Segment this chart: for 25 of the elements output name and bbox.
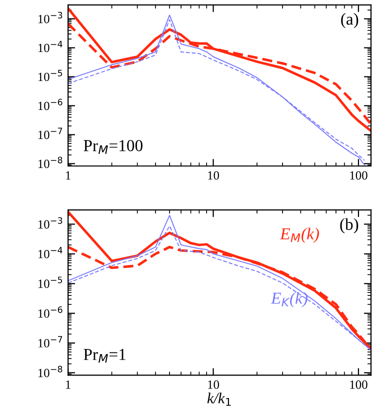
x-tick-label: 1 xyxy=(66,380,70,389)
annotation: (b) xyxy=(340,218,358,234)
y-tick-label: 10$^{−7}$ xyxy=(38,336,62,348)
y-tick-label: 10$^{−4}$ xyxy=(38,40,62,52)
y-tick-label: 10$^{−6}$ xyxy=(38,306,62,318)
y-tick-label: 10$^{−3}$ xyxy=(38,217,62,229)
x-tick-label: 1 xyxy=(66,171,70,180)
x-tick-label: 100 xyxy=(350,171,368,180)
y-tick-label: 10$^{−3}$ xyxy=(38,12,62,24)
y-tick-label: 10$^{−4}$ xyxy=(38,246,62,258)
y-tick-label: 10$^{−8}$ xyxy=(38,366,62,378)
y-tick-label: 10$^{−5}$ xyxy=(38,70,62,82)
x-tick-label: 10 xyxy=(208,380,220,389)
x-tick-label: 10 xyxy=(208,171,220,180)
x-axis-title: k/k$_{1}$ xyxy=(207,392,231,406)
series-label: E$_{M}$(k) xyxy=(280,228,319,243)
y-tick-label: 10$^{−8}$ xyxy=(38,156,62,168)
annotation: Pr$_{M}$=100 xyxy=(84,140,142,154)
y-tick-label: 10$^{−6}$ xyxy=(38,98,62,110)
annotation: (a) xyxy=(341,13,358,28)
series-label: E$_{K}$(k) xyxy=(270,292,308,308)
y-tick-label: 10$^{−5}$ xyxy=(38,276,62,288)
x-tick-label: 100 xyxy=(350,380,368,389)
y-tick-label: 10$^{−7}$ xyxy=(38,128,62,140)
annotation: Pr$_{M}$=1 xyxy=(84,348,126,363)
